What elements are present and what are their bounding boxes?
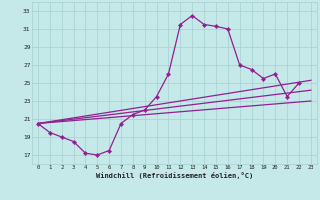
X-axis label: Windchill (Refroidissement éolien,°C): Windchill (Refroidissement éolien,°C) [96, 172, 253, 179]
